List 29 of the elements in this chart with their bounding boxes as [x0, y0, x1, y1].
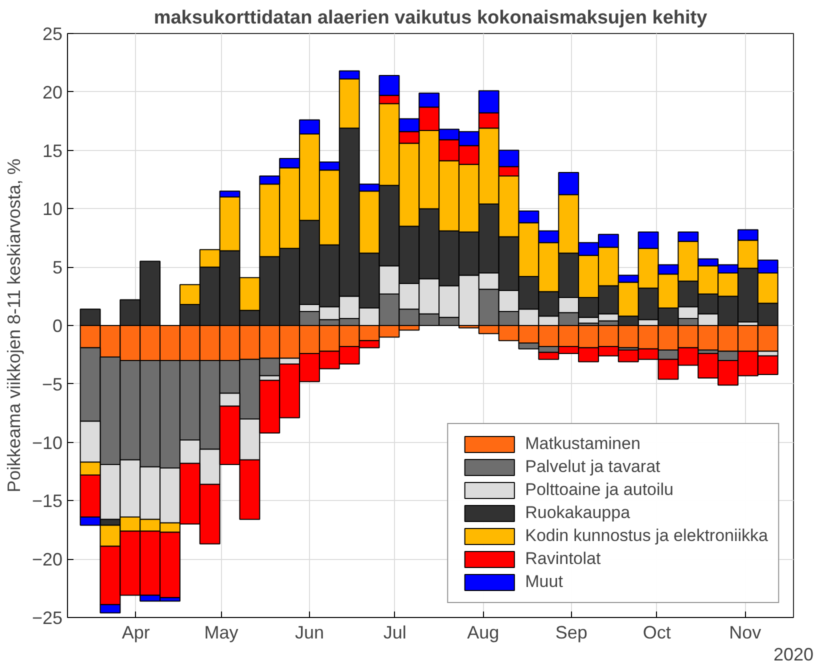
x-tick-label: Aug [467, 622, 500, 642]
y-tick-label: 25 [42, 24, 63, 44]
x-tick-label: Oct [642, 622, 671, 642]
x-tick-label: Sep [555, 622, 588, 642]
y-tick-label: −5 [42, 374, 63, 394]
legend-label: Palvelut ja tavarat [525, 457, 660, 477]
x-tick-label: Jul [383, 622, 406, 642]
y-tick-label: −20 [32, 550, 63, 570]
x-axis-title: 2020 [773, 644, 814, 663]
x-tick-label: Apr [122, 622, 150, 642]
y-tick-label: −15 [32, 491, 63, 512]
legend-label: Ruokakauppa [525, 503, 630, 523]
chart-title: maksukorttidatan alaerien vaikutus kokonaismaksujen kehity [154, 8, 708, 28]
legend-label: Ravintolat [525, 549, 601, 569]
x-tick-label: Nov [729, 622, 762, 642]
y-tick-label: 10 [42, 199, 63, 220]
legend-label: Matkustaminen [525, 434, 640, 454]
y-tick-label: −25 [32, 608, 63, 628]
y-axis-title: Poikkeama viikkojen 8-11 keskiarvosta, % [4, 158, 24, 492]
legend-label: Kodin kunnostus ja elektroniikka [525, 526, 768, 546]
y-tick-label: −10 [32, 432, 63, 453]
legend-label: Polttoaine ja autoilu [525, 480, 674, 500]
x-tick-label: Jun [294, 622, 324, 642]
legend-label: Muut [525, 572, 563, 592]
y-tick-label: 0 [52, 316, 63, 336]
y-tick-label: 15 [42, 140, 63, 161]
x-tick-label: May [204, 622, 238, 642]
y-tick-label: 20 [42, 82, 63, 102]
y-tick-label: 5 [52, 258, 63, 278]
